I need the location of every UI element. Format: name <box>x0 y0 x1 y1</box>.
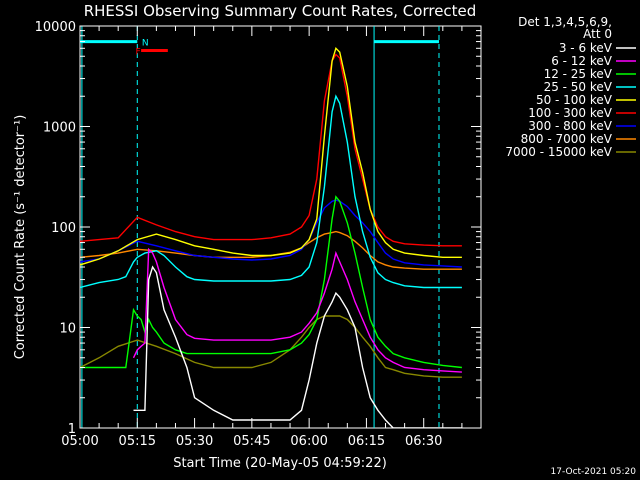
legend-entry-label: 12 - 25 keV <box>544 67 613 81</box>
plot-area: NF <box>79 25 482 429</box>
y-tick-label: 10000 <box>35 20 76 35</box>
series-line <box>80 315 462 378</box>
legend-entry-label: 6 - 12 keV <box>551 54 613 68</box>
legend-entry-label: 7000 - 15000 keV <box>505 145 612 159</box>
x-tick-label: 06:15 <box>348 434 385 449</box>
chart-title: RHESSI Observing Summary Count Rates, Co… <box>84 2 477 20</box>
legend-entry-label: 3 - 6 keV <box>559 41 613 55</box>
y-tick-label: 1 <box>68 422 76 437</box>
legend-entry-label: 100 - 300 keV <box>528 106 612 120</box>
series-line <box>133 265 462 428</box>
series-line <box>80 230 462 270</box>
x-tick-label: 06:00 <box>290 434 327 449</box>
y-tick-label: 100 <box>51 221 76 236</box>
legend-header-line-2: Att 0 <box>583 27 612 41</box>
y-tick-label: 1000 <box>43 121 76 136</box>
series-line <box>132 247 462 373</box>
legend-entry-label: 25 - 50 keV <box>544 80 613 94</box>
y-axis-label: Corrected Count Rate (s⁻¹ detector⁻¹) <box>13 115 28 360</box>
legend-header-line-1: Det 1,3,4,5,6,9, <box>518 15 612 29</box>
footer-timestamp: 17-Oct-2021 05:20 <box>551 467 637 477</box>
series-line <box>80 94 462 289</box>
legend-entry-label: 50 - 100 keV <box>536 93 613 107</box>
legend-entry-label: 300 - 800 keV <box>528 119 612 133</box>
x-tick-label: 05:15 <box>119 434 156 449</box>
x-tick-label: 06:30 <box>405 434 442 449</box>
x-tick-label: 05:30 <box>176 434 213 449</box>
legend-entry-label: 800 - 7000 keV <box>521 132 613 146</box>
x-tick-label: 05:00 <box>61 434 98 449</box>
flag-label: F <box>136 48 141 58</box>
series-line <box>80 195 462 369</box>
y-axis-ticks: 1 10 100 1000 10000 <box>35 20 481 437</box>
y-tick-label: 10 <box>59 322 76 337</box>
series-line <box>80 53 462 247</box>
x-tick-label: 05:45 <box>233 434 270 449</box>
series-line <box>80 46 462 266</box>
x-axis-ticks: 05:00 05:15 05:30 05:45 06:00 06:15 06:30 <box>61 26 482 449</box>
flag-label: N <box>142 39 149 49</box>
x-axis-label: Start Time (20-May-05 04:59:22) <box>173 456 387 471</box>
